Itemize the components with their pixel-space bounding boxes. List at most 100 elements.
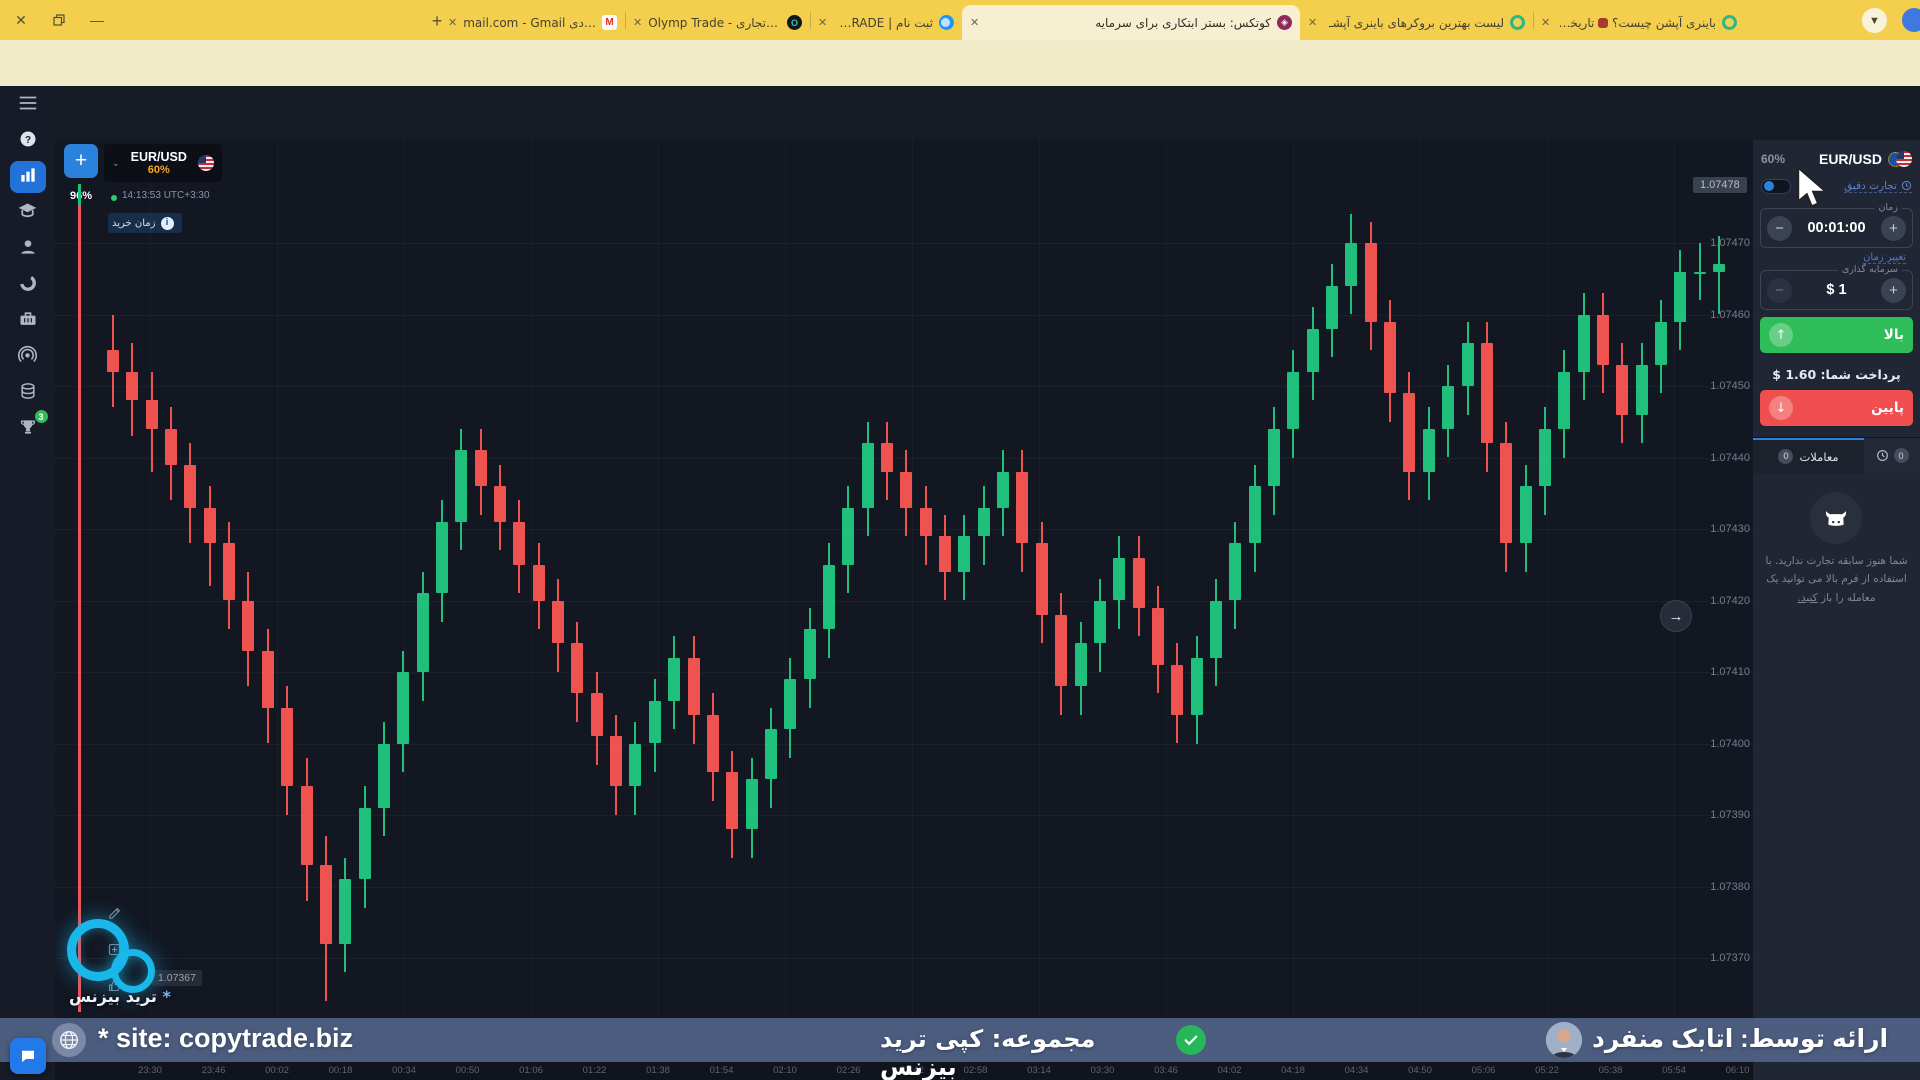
banner-site-text: * site: copytrade.biz: [98, 1023, 354, 1053]
tab-close-icon[interactable]: ✕: [1308, 17, 1318, 29]
sidebar-item-account[interactable]: [10, 233, 46, 265]
candle: [958, 536, 971, 572]
server-status-dot: [111, 195, 117, 201]
tab-close-icon[interactable]: ✕: [970, 17, 980, 29]
candle: [900, 471, 913, 508]
pending-trade-toggle[interactable]: [1761, 178, 1791, 194]
arrow-up-icon: ↑: [1769, 323, 1793, 347]
tab-history[interactable]: 0: [1864, 438, 1920, 473]
investment-plus-button[interactable]: +: [1880, 277, 1906, 303]
app-header: QUOTEX · WEB TRADING PLATFORM با اولین و…: [0, 86, 1920, 222]
browser-tab[interactable]: ✕ Olymp Trade - سکوی تجاری O: [625, 5, 810, 40]
new-tab-button[interactable]: +: [431, 10, 443, 31]
sidebar-item-market[interactable]: [10, 305, 46, 337]
empty-state-link[interactable]: کنید.: [1797, 591, 1818, 604]
candle: [261, 650, 274, 708]
time-axis-label: 03:30: [1090, 1065, 1115, 1076]
po-trade-icon: [939, 15, 954, 30]
candle: [726, 772, 739, 830]
browser-tab[interactable]: ✕ باینری آپشن چیست؟ تاریخچه و: [1533, 5, 1745, 40]
pencil-tool-icon[interactable]: [107, 904, 124, 926]
tab-close-icon[interactable]: ✕: [818, 17, 828, 29]
watermark-ring-icon: [111, 949, 155, 993]
tab-trades[interactable]: معاملات 0: [1753, 438, 1864, 473]
sidebar-item-cashback[interactable]: [10, 377, 46, 409]
time-value[interactable]: 00:01:00: [1807, 220, 1866, 236]
time-axis-label: 00:02: [265, 1065, 289, 1076]
candle: [126, 371, 139, 401]
window-close-button[interactable]: ✕: [15, 11, 27, 28]
browser-tab[interactable]: ✕ لیست بهترین بروکرهای باینری آپشـ: [1300, 5, 1533, 40]
time-plus-button[interactable]: +: [1880, 215, 1906, 241]
tab-list-chevron-icon[interactable]: ▼: [1862, 8, 1887, 33]
price-axis-label: 1.07400: [1710, 737, 1750, 750]
candle: [184, 464, 197, 508]
menu-icon: [17, 92, 39, 119]
time-axis-label: 00:34: [392, 1065, 416, 1076]
asset-tab[interactable]: ⌄ EUR/USD 60%: [104, 144, 222, 182]
gridline-horizontal: [55, 743, 1753, 745]
add-asset-button[interactable]: +: [64, 144, 98, 178]
candle: [1171, 664, 1184, 715]
sidebar-item-analytics[interactable]: [10, 269, 46, 301]
candle: [358, 807, 371, 880]
candle: [1403, 393, 1416, 472]
sidebar-item-signals[interactable]: [10, 341, 46, 373]
svg-text:?: ?: [24, 134, 30, 145]
sidebar-item-menu[interactable]: [10, 89, 46, 121]
tab-close-icon[interactable]: ✕: [633, 17, 643, 29]
investment-value[interactable]: 1 $: [1826, 282, 1847, 298]
window-minimize-button[interactable]: —: [90, 12, 104, 28]
trade-up-button[interactable]: بالا ↑: [1760, 317, 1913, 353]
candle: [939, 536, 952, 572]
tab-title: لیست بهترین بروکرهای باینری آپشـ: [1329, 15, 1504, 30]
purchase-time-chip[interactable]: i زمان خرید: [108, 213, 182, 233]
pending-trade-link[interactable]: تجارت دقیق: [1844, 180, 1912, 193]
browser-tab[interactable]: ✕ کوتکس: بستر ابتکاری برای سرمایه ◈: [962, 5, 1300, 40]
candle: [1519, 486, 1532, 544]
candle: [1287, 371, 1300, 429]
chart-area: 1.07470 1.07460 1.07450 1.07440 1.07430 1.074…: [55, 140, 1753, 1080]
bull-icon: [1825, 511, 1847, 526]
cashback-icon: [18, 381, 38, 406]
tab-title: باینری آپشن چیست؟ تاریخچه و: [1556, 15, 1716, 30]
scroll-to-now-button[interactable]: →: [1660, 600, 1692, 632]
promo-banner: * site: copytrade.biz مجموعه: کپی ترید ب…: [0, 1018, 1920, 1080]
arrow-down-icon: ↓: [1769, 396, 1793, 420]
tab-close-icon[interactable]: ✕: [1541, 17, 1551, 29]
candle: [668, 657, 681, 701]
candle-wick: [1718, 235, 1721, 315]
sidebar-item-education[interactable]: [10, 197, 46, 229]
sidebar-item-tournaments[interactable]: 3: [10, 410, 48, 445]
panel-asset-symbol[interactable]: EUR/USD: [1818, 151, 1882, 167]
candle: [397, 672, 410, 744]
time-axis-label: 00:50: [455, 1065, 480, 1076]
candle: [745, 779, 758, 830]
candle: [165, 428, 178, 465]
change-time-link[interactable]: تغییر زمان: [1863, 252, 1906, 264]
investment-minus-button[interactable]: −: [1767, 277, 1792, 303]
green-site-icon: [1722, 15, 1737, 30]
sidebar-item-help[interactable]: ?: [10, 125, 46, 157]
trades-count-badge: 0: [1778, 449, 1794, 464]
account-icon: [18, 237, 38, 262]
candle: [1016, 471, 1029, 544]
tab-close-icon[interactable]: ✕: [448, 17, 458, 29]
sidebar-item-trading[interactable]: [9, 161, 46, 193]
candle: [223, 543, 236, 601]
browser-profile-avatar[interactable]: [1902, 8, 1920, 32]
candle: [242, 600, 255, 651]
support-chat-button[interactable]: [10, 1038, 46, 1074]
browser-tab[interactable]: ✕ mail.com - Gmail صندوق ورودی M: [440, 5, 625, 40]
time-axis-label: 01:54: [709, 1065, 734, 1076]
globe-icon: [52, 1023, 86, 1057]
trade-down-button[interactable]: پایین ↓: [1760, 390, 1913, 426]
time-axis-label: 04:34: [1344, 1065, 1369, 1076]
window-restore-button[interactable]: [46, 9, 72, 31]
time-axis-label: 00:18: [328, 1065, 353, 1076]
browser-tab[interactable]: ✕ ثبت نام | PO TRADE: [810, 5, 962, 40]
time-minus-button[interactable]: −: [1767, 215, 1792, 241]
mouse-cursor: [1795, 165, 1829, 214]
candle: [610, 736, 623, 787]
